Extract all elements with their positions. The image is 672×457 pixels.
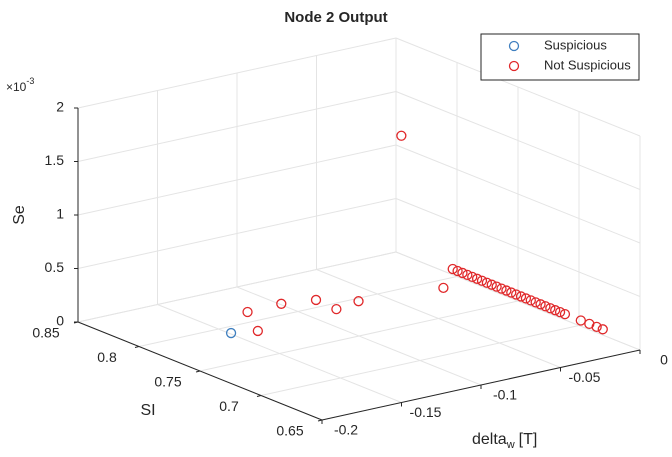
data-point [584, 318, 595, 330]
x-axis-line [321, 349, 641, 421]
z-tick-label: 1 [56, 206, 64, 222]
x-tick-label: -0.2 [334, 422, 358, 438]
z-scale-base: ×10 [6, 80, 27, 94]
z-tick-label: 1.5 [45, 152, 65, 168]
grid-line [77, 251, 397, 323]
legend-label: Not Suspicious [544, 57, 631, 72]
x-axis-label-main: delta [472, 431, 507, 448]
data-point [575, 315, 586, 326]
data-point [545, 303, 556, 314]
data-point [225, 327, 237, 339]
grid-line [395, 144, 641, 244]
y-tick-label: 0.75 [154, 374, 181, 390]
y-tick-label: 0.65 [276, 423, 303, 439]
legend: Suspicious Not Suspicious [480, 33, 640, 81]
data-point [276, 298, 287, 309]
z-tick-label: 2 [56, 99, 64, 115]
y-tick-label: 0.7 [219, 398, 239, 414]
data-point [242, 306, 253, 318]
z-axis-label: Se [11, 205, 28, 225]
data-point [591, 321, 602, 332]
data-point [554, 306, 566, 318]
grid-line [395, 198, 641, 297]
x-axis-label-subscript: w [506, 439, 515, 451]
data-point [467, 271, 478, 283]
data-point [511, 289, 522, 300]
data-point [471, 273, 483, 284]
marks [225, 130, 608, 339]
data-point [525, 295, 536, 306]
x-axis-label: deltaw [T] [472, 431, 537, 451]
data-point [462, 269, 473, 281]
data-point [491, 281, 502, 292]
z-scale-label: ×10-3 [6, 76, 34, 94]
data-point [353, 296, 364, 307]
data-point [597, 324, 608, 335]
data-point [496, 283, 507, 294]
data-point [520, 293, 532, 304]
x-tick-label: -0.05 [569, 369, 601, 385]
data-point [530, 297, 541, 308]
legend-marker [508, 40, 520, 52]
z-tick-label: 0 [56, 313, 64, 329]
grid-line [77, 144, 397, 216]
data-point [486, 279, 497, 290]
data-point [550, 305, 561, 316]
data-point [331, 303, 342, 315]
y-axis-line [77, 321, 323, 421]
z-scale-exponent: -3 [26, 76, 34, 86]
data-point [452, 265, 463, 277]
grid-line [199, 300, 519, 372]
z-tick-label: 0.5 [45, 259, 65, 275]
y-axis-label: SI [140, 402, 155, 419]
grid-line [138, 276, 458, 347]
data-point [501, 285, 512, 296]
grid-line [77, 198, 397, 269]
chart-title: Node 2 Output [284, 9, 387, 26]
data-point [252, 325, 263, 337]
y-tick-label: 0.85 [32, 325, 59, 341]
y-tick-label: 0.8 [97, 349, 117, 365]
data-point [559, 308, 571, 320]
legend-marker [508, 60, 520, 72]
data-point [310, 294, 322, 306]
x-tick-label: -0.15 [410, 404, 442, 420]
data-point [438, 282, 449, 293]
grid-line [395, 251, 641, 351]
grid-line [260, 325, 580, 396]
data-point [447, 263, 458, 275]
data-point [481, 277, 493, 288]
data-point [506, 287, 517, 298]
grid-line [395, 37, 641, 137]
data-point [515, 291, 527, 302]
data-point [396, 130, 407, 141]
x-axis-label-suffix: [T] [519, 431, 538, 448]
grid-line [77, 91, 397, 162]
legend-box [480, 33, 640, 81]
axes: -0.2-0.15-0.1-0.0500.650.70.750.80.8500.… [32, 99, 668, 439]
grid-line [395, 91, 641, 190]
data-point [535, 299, 546, 310]
grid-line [77, 37, 397, 109]
x-tick-label: 0 [660, 352, 668, 368]
legend-label: Suspicious [544, 37, 607, 52]
x-tick-label: -0.1 [493, 387, 517, 403]
data-point [457, 267, 468, 279]
data-point [540, 301, 551, 312]
data-point [476, 275, 488, 286]
